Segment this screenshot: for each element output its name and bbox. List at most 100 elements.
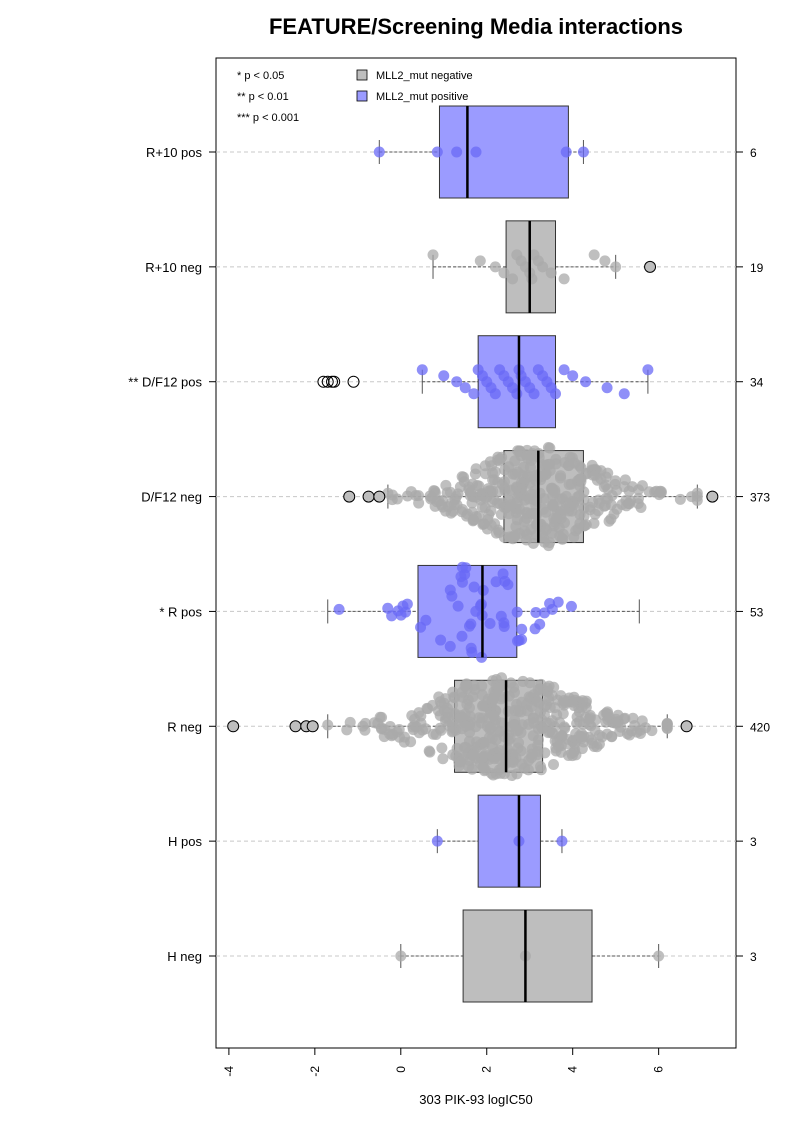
- data-point: [512, 491, 524, 503]
- group-r-10-neg: R+10 neg 19: [145, 220, 764, 314]
- data-point: [471, 736, 483, 748]
- data-point: [455, 571, 467, 583]
- data-point: [528, 388, 540, 400]
- data-point: [491, 750, 503, 762]
- data-point: [466, 646, 478, 658]
- data-point: [400, 606, 412, 618]
- data-point: [395, 950, 407, 962]
- data-point: [565, 600, 577, 612]
- data-point: [468, 581, 480, 593]
- data-point: [568, 457, 580, 469]
- data-point: [511, 606, 523, 618]
- data-point: [563, 478, 575, 490]
- data-point: [544, 465, 556, 477]
- data-point: [507, 273, 519, 285]
- data-point: [553, 740, 565, 752]
- data-point: [495, 767, 507, 779]
- data-point: [489, 518, 501, 530]
- data-point: [587, 496, 599, 508]
- data-point: [493, 527, 505, 539]
- data-point: [452, 600, 464, 612]
- data-point: [481, 720, 493, 732]
- data-point: [554, 472, 566, 484]
- data-point: [460, 720, 472, 732]
- data-point: [593, 729, 605, 741]
- outlier-point: [373, 490, 386, 503]
- data-point: [586, 459, 598, 471]
- data-point: [674, 493, 686, 505]
- data-point: [535, 761, 547, 773]
- data-point: [512, 742, 524, 754]
- data-point: [539, 747, 551, 759]
- data-point: [451, 376, 463, 388]
- data-point: [605, 513, 617, 525]
- data-point: [518, 525, 530, 537]
- data-point: [560, 146, 572, 158]
- data-point: [536, 722, 548, 734]
- data-point: [490, 734, 502, 746]
- data-point: [516, 623, 528, 635]
- data-point: [572, 491, 584, 503]
- data-point: [547, 728, 559, 740]
- data-point: [427, 249, 439, 261]
- data-point: [474, 488, 486, 500]
- data-point: [505, 677, 517, 689]
- data-point: [610, 717, 622, 729]
- data-point: [619, 474, 631, 486]
- data-point: [410, 489, 422, 501]
- x-tick-label: -4: [222, 1066, 236, 1077]
- data-point: [498, 267, 510, 279]
- data-point: [444, 584, 456, 596]
- data-point: [569, 744, 581, 756]
- data-point: [488, 710, 500, 722]
- data-point: [478, 762, 490, 774]
- data-point: [515, 450, 527, 462]
- data-point: [606, 730, 618, 742]
- data-point: [498, 476, 510, 488]
- data-point: [373, 146, 385, 158]
- data-point: [420, 614, 432, 626]
- data-point: [486, 460, 498, 472]
- legend-swatch: [356, 90, 368, 102]
- data-point: [511, 388, 523, 400]
- data-point: [629, 720, 641, 732]
- data-point: [489, 261, 501, 273]
- data-point: [463, 620, 475, 632]
- outlier-point: [321, 375, 334, 388]
- data-point: [473, 480, 485, 492]
- group-h-pos: H pos 3: [168, 794, 757, 888]
- outlier-point: [306, 720, 319, 733]
- chart-title: FEATURE/Screening Media interactions: [268, 14, 683, 39]
- data-point: [487, 693, 499, 705]
- x-axis-label: 303 PIK-93 logIC50: [419, 1092, 533, 1107]
- data-point: [556, 835, 568, 847]
- data-point: [485, 767, 497, 779]
- data-point: [456, 686, 468, 698]
- data-point: [464, 710, 476, 722]
- data-point: [592, 505, 604, 517]
- data-point: [436, 742, 448, 754]
- data-point: [431, 835, 443, 847]
- data-point: [550, 388, 562, 400]
- data-point: [540, 524, 552, 536]
- data-point: [451, 146, 463, 158]
- data-point: [506, 770, 518, 782]
- data-point: [405, 736, 417, 748]
- y-tick-label: H neg: [167, 949, 202, 964]
- y-tick-label: R neg: [167, 719, 202, 734]
- data-point: [502, 705, 514, 717]
- x-tick-label: 6: [652, 1066, 666, 1073]
- data-point: [576, 701, 588, 713]
- data-point: [341, 724, 353, 736]
- data-point: [564, 501, 576, 513]
- data-point: [384, 720, 396, 732]
- data-point: [529, 623, 541, 635]
- n-label: 3: [750, 835, 757, 849]
- data-point: [476, 680, 488, 692]
- data-point: [498, 617, 510, 629]
- significance-note: ** p < 0.01: [237, 91, 289, 103]
- outlier-point: [347, 375, 360, 388]
- legend-label: MLL2_mut negative: [376, 70, 473, 82]
- data-point: [444, 640, 456, 652]
- data-point: [691, 487, 703, 499]
